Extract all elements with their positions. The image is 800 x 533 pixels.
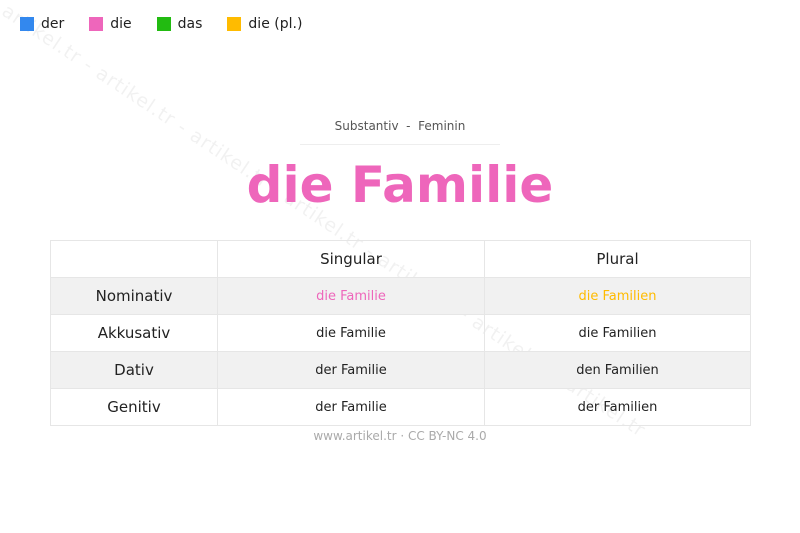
case-label: Genitiv	[50, 388, 218, 426]
declension-table: Singular Plural Nominativ die Familie di…	[50, 240, 751, 426]
der-swatch	[20, 17, 34, 31]
table-header-row: Singular Plural	[50, 240, 751, 278]
singular-cell: der Familie	[217, 351, 485, 389]
legend-item-der: der	[20, 16, 64, 32]
footer-credit: www.artikel.tr · CC BY-NC 4.0	[313, 429, 487, 443]
gender-legend: der die das die (pl.)	[20, 16, 327, 32]
legend-item-plural: die (pl.)	[227, 16, 302, 32]
das-swatch	[156, 17, 171, 31]
legend-label: die (pl.)	[248, 16, 303, 32]
case-label: Akkusativ	[50, 314, 218, 352]
singular-cell: die Familie	[217, 277, 485, 315]
table-row: Nominativ die Familie die Familien	[50, 277, 751, 315]
header-empty	[50, 240, 218, 278]
word-type: Substantiv - Feminin	[334, 119, 466, 133]
table-row: Akkusativ die Familie die Familien	[50, 314, 751, 352]
legend-label: der	[41, 16, 65, 32]
plural-cell: den Familien	[484, 351, 751, 389]
header-plural: Plural	[484, 240, 751, 278]
case-label: Dativ	[50, 351, 218, 389]
case-label: Nominativ	[50, 277, 218, 315]
plural-cell: die Familien	[484, 277, 751, 315]
plural-cell: die Familien	[484, 314, 751, 352]
divider	[300, 144, 500, 145]
table-row: Genitiv der Familie der Familien	[50, 388, 751, 426]
legend-label: das	[177, 16, 203, 32]
singular-cell: der Familie	[217, 388, 485, 426]
legend-item-die: die	[89, 16, 132, 32]
plural-cell: der Familien	[484, 388, 751, 426]
legend-label: die	[110, 16, 132, 32]
page-title: die Familie	[246, 156, 554, 214]
header-singular: Singular	[217, 240, 485, 278]
legend-item-das: das	[156, 16, 203, 32]
die-swatch	[89, 17, 104, 31]
plural-swatch	[227, 17, 242, 31]
singular-cell: die Familie	[217, 314, 485, 352]
table-row: Dativ der Familie den Familien	[50, 351, 751, 389]
